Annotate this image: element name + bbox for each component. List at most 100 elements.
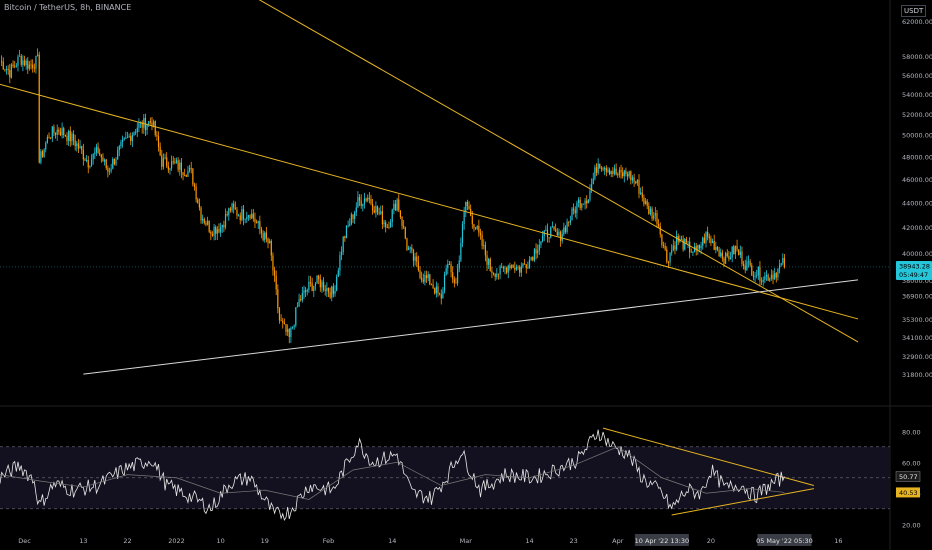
candle-up [443, 274, 446, 292]
trendline-layer[interactable] [0, 0, 859, 516]
candle-up [613, 168, 616, 174]
candle-down [635, 181, 637, 184]
candle-up [654, 213, 656, 216]
rsi-support-trendline[interactable] [671, 488, 814, 516]
candle-down [661, 234, 663, 246]
candle-down [404, 227, 406, 239]
candle-up [533, 249, 536, 261]
support-trendline[interactable] [83, 279, 859, 375]
candle-down [172, 161, 174, 163]
candle-down [319, 279, 321, 288]
candle-up [43, 149, 45, 157]
candle-up [747, 261, 750, 263]
candle-up [92, 153, 94, 160]
candle-down [378, 212, 380, 214]
candle-up [202, 218, 204, 221]
candle-down [625, 170, 627, 174]
candle-up [5, 68, 8, 70]
candle-down [659, 226, 661, 235]
candle-down [130, 136, 132, 142]
candle-down [416, 256, 418, 262]
candle-down [381, 211, 384, 225]
candle-up [238, 215, 240, 217]
candle-up [121, 139, 124, 143]
candle-down [425, 275, 428, 279]
candle-down [190, 167, 192, 169]
candle-up [530, 257, 532, 260]
candle-up [290, 327, 292, 337]
candle-down [432, 284, 434, 289]
candle-down [695, 246, 697, 251]
candle-down [615, 168, 617, 175]
candle-down [689, 241, 691, 252]
currency-badge[interactable]: USDT [901, 5, 927, 17]
resistance-trendline[interactable] [0, 83, 859, 320]
candle-down [20, 55, 22, 65]
candle-up [125, 137, 127, 139]
candle-down [506, 267, 508, 273]
candle-up [447, 264, 449, 269]
candle-up [355, 207, 357, 213]
bar-countdown: 05:49:47 [899, 271, 928, 279]
candle-up [95, 146, 98, 153]
candle-down [707, 231, 709, 237]
candle-up [697, 245, 699, 251]
resistance-trendline[interactable] [211, 0, 859, 343]
candle-down [713, 241, 715, 250]
candle-up [375, 206, 377, 213]
candle-down [548, 237, 550, 238]
candle-up [293, 325, 295, 327]
crosshair-time-tag [757, 534, 812, 546]
candle-down [741, 251, 743, 264]
candle-down [574, 210, 576, 214]
time-tick-label: 20 [707, 537, 715, 545]
candle-down [559, 231, 562, 241]
candle-down [27, 60, 29, 69]
candle-up [770, 274, 772, 279]
rsi-resistance-trendline[interactable] [602, 427, 815, 486]
candle-down [620, 169, 622, 173]
chart-title: Bitcoin / TetherUS, 8h, BINANCE [4, 3, 132, 12]
candle-up [769, 278, 771, 281]
price-tick-label: 36900.00 [902, 292, 932, 300]
candle-up [301, 293, 303, 301]
candle-up [331, 286, 333, 298]
candle-down [553, 226, 555, 230]
candle-down [412, 249, 415, 261]
candle-up [306, 290, 308, 292]
candle-down [386, 227, 388, 228]
candle-down [656, 213, 658, 224]
candle-down [708, 236, 710, 239]
candle-down [352, 214, 354, 219]
candle-down [332, 286, 334, 294]
candle-up [337, 270, 339, 277]
candle-up [777, 268, 779, 278]
candle-down [728, 256, 730, 260]
candle-up [220, 227, 222, 233]
candle-up [540, 241, 542, 245]
candle-down [651, 208, 653, 219]
candle-down [275, 275, 277, 290]
candle-up [367, 197, 369, 201]
candle-up [298, 299, 300, 307]
candle-down [690, 251, 692, 253]
last-price-value: 38943.28 [899, 262, 930, 270]
candle-up [774, 273, 776, 280]
candle-down [72, 133, 75, 141]
candle-up [550, 227, 552, 238]
candle-down [502, 267, 504, 269]
candle-up [71, 133, 73, 142]
candle-up [577, 199, 580, 203]
candle-down [309, 281, 312, 284]
candle-down [723, 258, 725, 264]
candle-down [430, 284, 433, 286]
candle-down [200, 207, 202, 221]
candle-up [592, 178, 594, 185]
candle-down [437, 286, 439, 294]
candle-down [236, 209, 238, 216]
candle-down [159, 146, 161, 156]
candle-up [179, 162, 181, 170]
price-tick-label: 35300.00 [902, 316, 932, 324]
candle-down [617, 174, 619, 176]
